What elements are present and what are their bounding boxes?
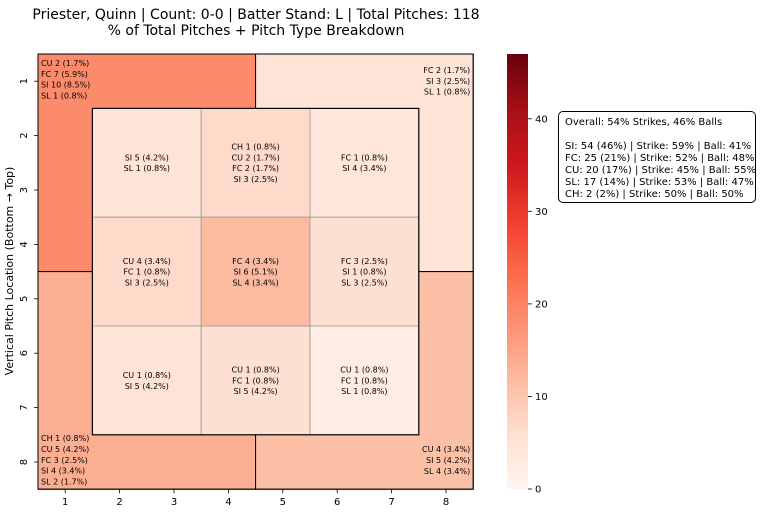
inner-zone-cell xyxy=(200,108,311,218)
outer-zone-label: SL 1 (0.8%) xyxy=(41,91,87,100)
y-tick-label: 7 xyxy=(19,404,30,410)
inner-zone-label: FC 1 (0.8%) xyxy=(341,376,388,385)
outer-zone-label: SL 2 (1.7%) xyxy=(41,477,87,486)
colorbar-tick-label: 10 xyxy=(535,392,548,403)
inner-zone-label: CU 2 (1.7%) xyxy=(232,153,280,162)
colorbar-tick-label: 0 xyxy=(535,485,541,496)
outer-zone-label: SI 10 (8.5%) xyxy=(41,81,90,90)
colorbar-tick-label: 20 xyxy=(535,299,548,310)
outer-zone-label: CU 5 (4.2%) xyxy=(41,445,89,454)
outer-zone-label: FC 3 (2.5%) xyxy=(41,456,88,465)
inner-zone-cell xyxy=(309,325,420,436)
x-tick-label: 7 xyxy=(388,497,394,508)
summary-line-si: SI: 54 (46%) | Strike: 59% | Ball: 41% xyxy=(565,141,752,152)
summary-box: Overall: 54% Strikes, 46% Balls SI: 54 (… xyxy=(558,111,756,203)
inner-zone-label: SI 6 (5.1%) xyxy=(234,268,278,277)
chart-title: Priester, Quinn | Count: 0-0 | Batter St… xyxy=(32,7,480,23)
inner-zone-cell xyxy=(92,108,202,218)
inner-zone-label: FC 1 (0.8%) xyxy=(341,153,388,162)
outer-zone-label: SL 1 (0.8%) xyxy=(424,88,470,97)
inner-zone-label: SI 5 (4.2%) xyxy=(125,153,169,162)
strike-zone-border xyxy=(91,107,420,436)
outer-zone-label: CH 1 (0.8%) xyxy=(41,434,89,443)
inner-zone-label: CU 1 (0.8%) xyxy=(123,371,171,380)
inner-zone-label: SI 5 (4.2%) xyxy=(234,387,278,396)
inner-zone-label: FC 3 (2.5%) xyxy=(341,257,388,266)
inner-zone-label: SL 1 (0.8%) xyxy=(341,387,387,396)
summary-line-cu: CU: 20 (17%) | Strike: 45% | Ball: 55% xyxy=(565,165,757,176)
y-tick-label: 4 xyxy=(19,241,30,247)
inner-zone-label: SI 3 (2.5%) xyxy=(234,175,278,184)
summary-line-ch: CH: 2 (2%) | Strike: 50% | Ball: 50% xyxy=(565,189,744,200)
inner-zone-label: CU 1 (0.8%) xyxy=(232,366,280,375)
inner-zone-cell xyxy=(309,216,420,327)
outer-zone-label: SI 5 (4.2%) xyxy=(426,456,470,465)
outer-zone-label: SI 3 (2.5%) xyxy=(426,77,470,86)
inner-zone-label: FC 4 (3.4%) xyxy=(232,257,279,266)
y-tick-label: 2 xyxy=(19,132,30,138)
summary-overall: Overall: 54% Strikes, 46% Balls xyxy=(565,117,723,128)
inner-zone-label: FC 1 (0.8%) xyxy=(232,376,279,385)
summary-line-fc: FC: 25 (21%) | Strike: 52% | Ball: 48% xyxy=(565,153,755,164)
y-tick-label: 6 xyxy=(19,350,30,356)
y-axis-label: Vertical Pitch Location (Bottom → Top) xyxy=(3,167,16,376)
inner-zone-label: SI 4 (3.4%) xyxy=(342,164,386,173)
inner-zone-label: SI 1 (0.8%) xyxy=(342,268,386,277)
inner-zone-label: CU 1 (0.8%) xyxy=(340,366,388,375)
x-tick-label: 4 xyxy=(225,497,231,508)
inner-zone-label: SL 4 (3.4%) xyxy=(232,278,278,287)
outer-zone-label: SL 4 (3.4%) xyxy=(424,467,470,476)
x-tick-label: 3 xyxy=(171,497,177,508)
plot-frame xyxy=(37,53,474,490)
colorbar-tick-label: 40 xyxy=(535,114,548,125)
outer-zone-label: FC 7 (5.9%) xyxy=(41,70,88,79)
x-tick-label: 6 xyxy=(334,497,340,508)
chart-subtitle: % of Total Pitches + Pitch Type Breakdow… xyxy=(107,23,405,39)
x-tick-label: 2 xyxy=(116,497,122,508)
inner-zone-label: FC 1 (0.8%) xyxy=(123,268,170,277)
colorbar xyxy=(507,54,528,489)
x-tick-label: 5 xyxy=(280,497,286,508)
inner-zone-cell xyxy=(309,108,420,218)
outer-zone-label: SI 4 (3.4%) xyxy=(41,467,85,476)
inner-zone-label: FC 2 (1.7%) xyxy=(232,164,279,173)
outer-zone-label: CU 2 (1.7%) xyxy=(41,59,89,68)
y-tick-label: 5 xyxy=(19,296,30,302)
y-tick-label: 3 xyxy=(19,187,30,193)
inner-zone-cell xyxy=(92,325,202,436)
inner-zone-label: CU 4 (3.4%) xyxy=(123,257,171,266)
outer-zone-label: CU 4 (3.4%) xyxy=(422,445,470,454)
inner-zone-label: SI 5 (4.2%) xyxy=(125,382,169,391)
inner-zone-label: SI 3 (2.5%) xyxy=(125,278,169,287)
inner-zone-label: CH 1 (0.8%) xyxy=(231,143,279,152)
x-tick-label: 1 xyxy=(62,497,68,508)
inner-zone-label: SL 1 (0.8%) xyxy=(124,164,170,173)
colorbar-tick-label: 30 xyxy=(535,207,548,218)
summary-line-sl: SL: 17 (14%) | Strike: 53% | Ball: 47% xyxy=(565,177,754,188)
y-tick-label: 8 xyxy=(19,459,30,465)
outer-zone-label: FC 2 (1.7%) xyxy=(423,66,470,75)
inner-zone-label: SL 3 (2.5%) xyxy=(341,278,387,287)
inner-zone-cell xyxy=(200,216,311,327)
y-tick-label: 1 xyxy=(19,78,30,84)
x-tick-label: 8 xyxy=(443,497,449,508)
inner-zone-cell xyxy=(92,216,202,327)
